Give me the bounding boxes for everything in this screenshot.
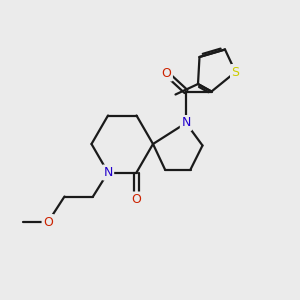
Text: S: S	[232, 65, 239, 79]
Text: O: O	[132, 193, 141, 206]
Text: O: O	[162, 67, 171, 80]
Text: N: N	[103, 166, 113, 179]
Text: O: O	[43, 215, 53, 229]
Text: N: N	[181, 116, 191, 130]
